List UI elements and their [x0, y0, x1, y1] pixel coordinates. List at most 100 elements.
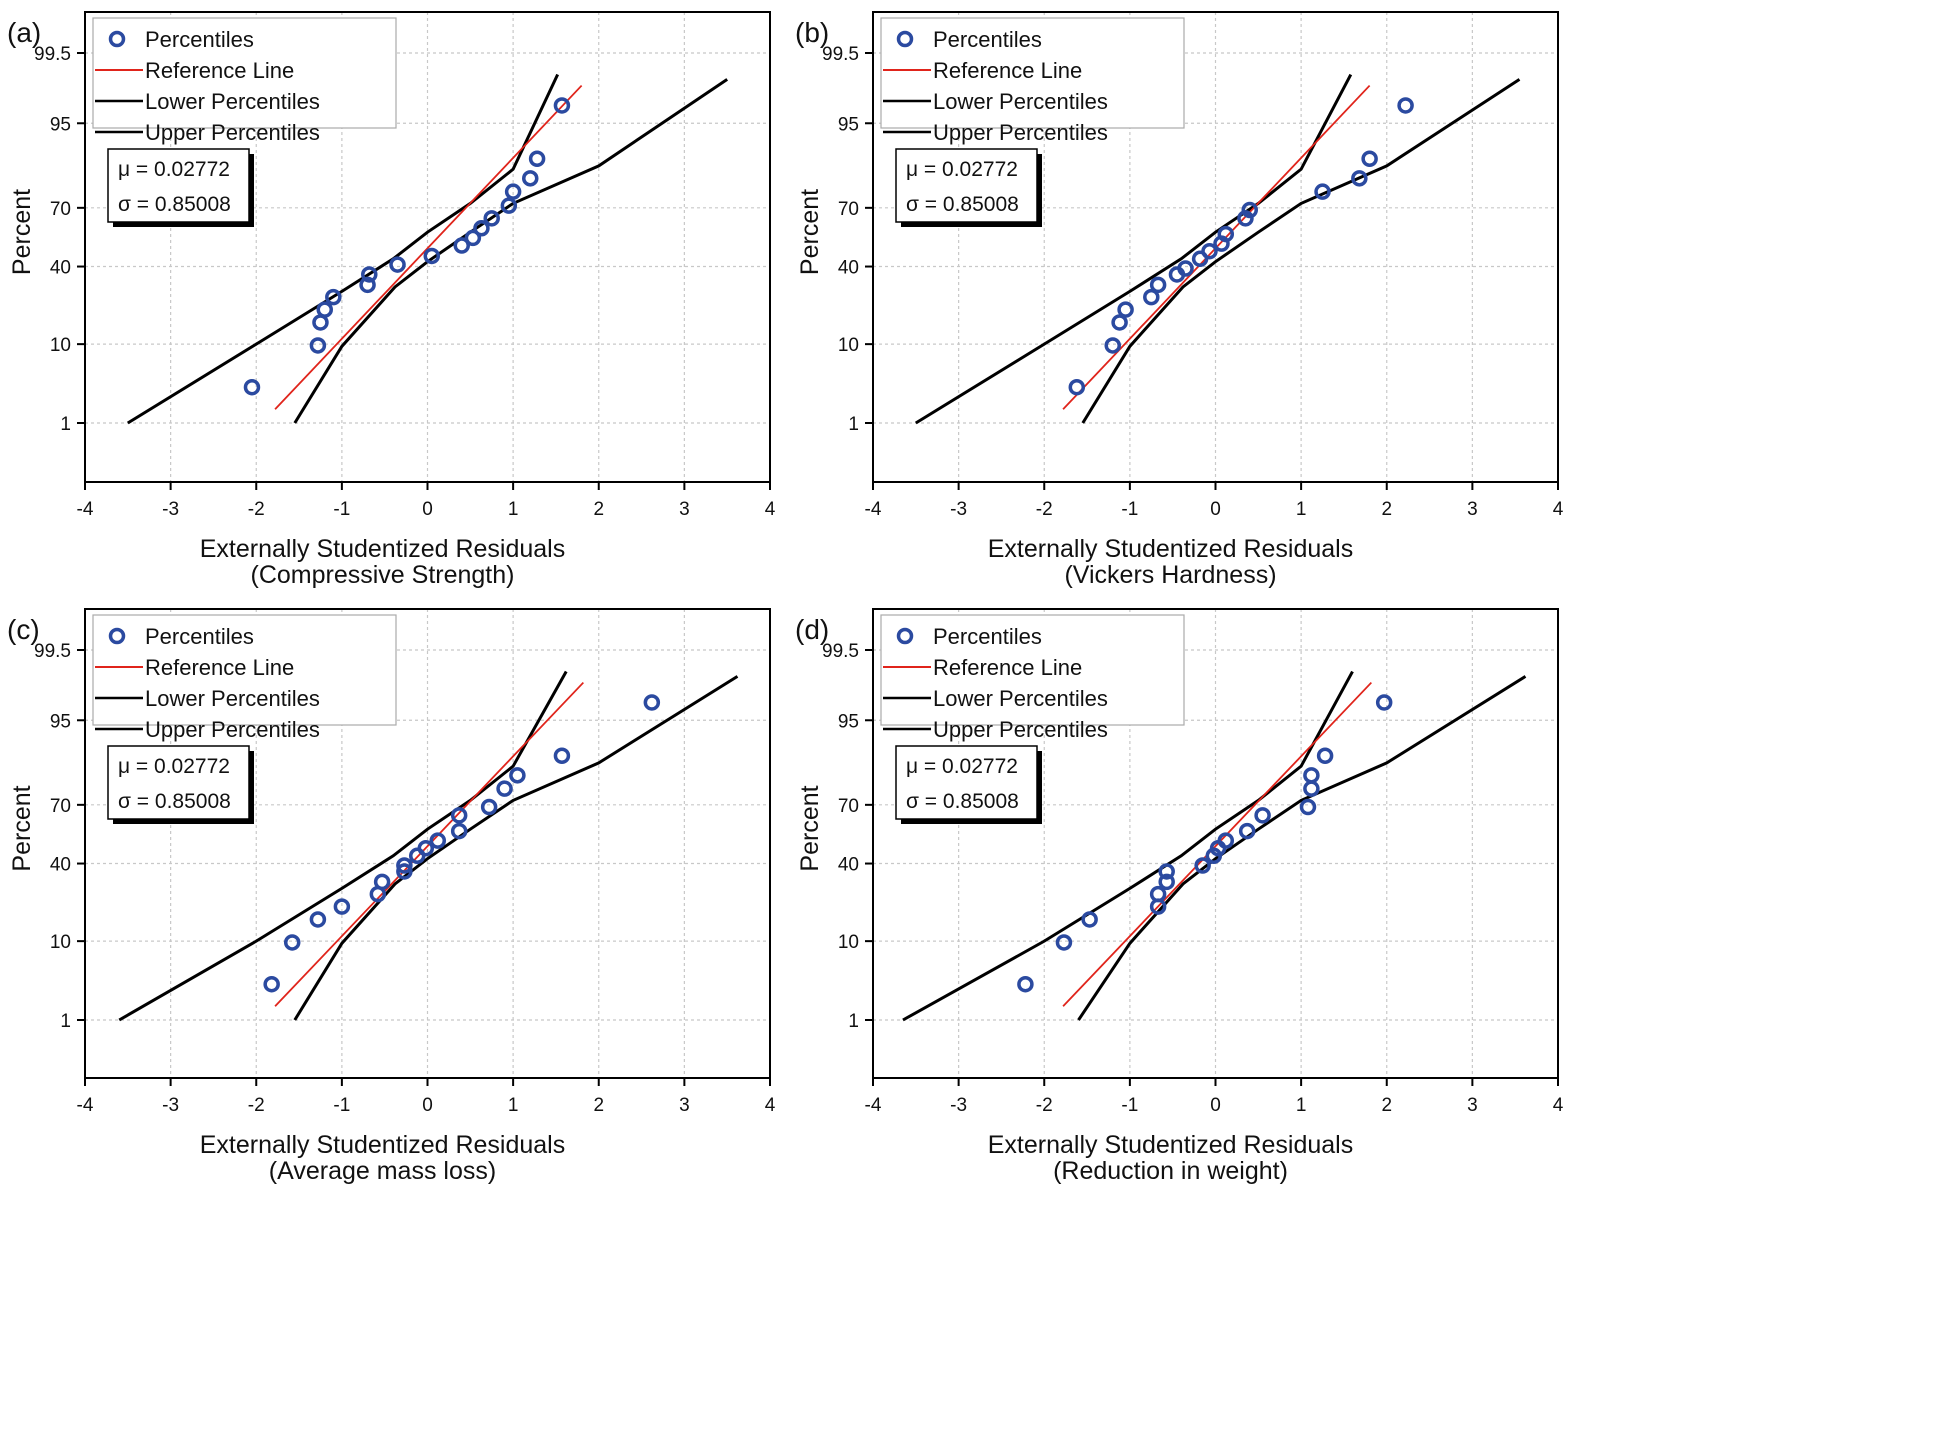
legend-box [880, 614, 1185, 726]
x-tick-label: -2 [1036, 499, 1053, 520]
lower-percentiles-line [293, 78, 729, 424]
y-tick-label: 70 [50, 796, 71, 817]
x-tick-label: 3 [679, 1095, 690, 1116]
percentile-point [464, 229, 482, 247]
percentile-point [309, 911, 327, 928]
upper-percentiles-line [127, 73, 560, 425]
x-tick-label: 4 [765, 499, 776, 520]
percentile-point [429, 832, 447, 849]
x-tick-label: 2 [1381, 1095, 1392, 1116]
x-tick-label: -2 [1036, 1095, 1053, 1116]
percentile-point [1375, 694, 1393, 711]
legend-box [92, 614, 397, 726]
y-tick-label: 95 [50, 711, 71, 732]
percentile-point [1303, 767, 1320, 784]
panel-label: (a) [7, 17, 41, 48]
lower-percentiles-line [1081, 78, 1521, 424]
percentile-point [643, 694, 661, 711]
x-axis-label-line1: Externally Studentized Residuals [988, 535, 1353, 563]
percentile-point [1237, 210, 1254, 227]
stats-box [895, 148, 1038, 223]
x-tick-label: 1 [508, 1095, 519, 1116]
x-tick-label: 2 [593, 499, 604, 520]
chart-panel-a: -4 -3 -2 -1 0 1 2 3 4 1 10 40 70 95 99.5 Externally Stu… [7, 11, 776, 589]
y-tick-label: 99.5 [34, 44, 71, 65]
x-axis-label-line2: (Vickers Hardness) [1064, 561, 1276, 589]
legend-label: Reference Line [145, 655, 294, 680]
x-tick-label: -4 [77, 499, 94, 520]
legend-label: Lower Percentiles [933, 686, 1108, 711]
percentile-point [1238, 822, 1256, 840]
percentile-point [263, 975, 280, 993]
x-tick-label: -2 [248, 1095, 265, 1116]
y-tick-label: 99.5 [34, 641, 71, 662]
upper-percentiles-line [902, 670, 1354, 1022]
percentile-point [1361, 150, 1378, 167]
legend-label: Lower Percentiles [145, 686, 320, 711]
chart-panel-c: -4 -3 -2 -1 0 1 2 3 4 1 10 40 70 95 99.5 Externally Stu… [7, 608, 776, 1185]
x-tick-label: 3 [1467, 1095, 1478, 1116]
percentile-point [1314, 183, 1331, 200]
percentile-point [1117, 301, 1134, 318]
x-tick-label: 0 [422, 499, 433, 520]
legend-label: Reference Line [145, 58, 294, 83]
percentile-point [423, 247, 441, 265]
stats-box [895, 745, 1038, 820]
stats-sigma: σ = 0.85008 [118, 193, 231, 216]
percentile-point [1081, 911, 1098, 928]
percentile-point [1111, 314, 1128, 331]
legend-label: Percentiles [933, 624, 1042, 649]
y-tick-label: 99.5 [822, 44, 859, 65]
percentile-point [1194, 857, 1211, 874]
percentile-point [1068, 378, 1086, 396]
y-tick-label: 99.5 [822, 641, 859, 662]
legend-label: Percentiles [145, 624, 254, 649]
legend-label: Percentiles [145, 27, 254, 52]
percentile-point [359, 276, 376, 294]
x-tick-label: 1 [1296, 1095, 1307, 1116]
y-tick-label: 1 [60, 1011, 71, 1032]
stats-sigma: σ = 0.85008 [906, 790, 1019, 813]
y-tick-label: 70 [838, 796, 859, 817]
percentile-point [553, 747, 571, 764]
percentile-point [553, 97, 571, 114]
stats-mean: μ = 0.02772 [906, 158, 1018, 181]
x-tick-label: 0 [1210, 1095, 1221, 1116]
percentile-point [509, 767, 526, 784]
percentile-point [396, 857, 413, 874]
percentile-point [325, 288, 342, 306]
percentile-point [417, 839, 435, 857]
legend-marker-percentiles [108, 627, 126, 645]
upper-percentiles-line [118, 670, 568, 1022]
x-tick-label: -2 [248, 499, 265, 520]
x-tick-label: -4 [865, 1095, 882, 1116]
y-tick-label: 10 [838, 335, 859, 356]
x-axis-label-line2: (Average mass loss) [269, 1157, 496, 1185]
x-tick-label: -3 [950, 1095, 967, 1116]
percentile-point [1241, 201, 1258, 219]
percentile-point [333, 898, 351, 915]
x-tick-label: 2 [1381, 499, 1392, 520]
percentile-point [283, 934, 301, 951]
y-axis-label: Percent [796, 785, 824, 871]
y-tick-label: 40 [838, 258, 859, 279]
percentile-point [243, 378, 261, 396]
x-tick-label: 4 [765, 1095, 776, 1116]
legend-label: Reference Line [933, 58, 1082, 83]
reference-line [1062, 681, 1372, 1007]
y-tick-label: 40 [50, 855, 71, 876]
y-axis-label: Percent [8, 189, 36, 275]
lower-percentiles-line [293, 675, 739, 1021]
percentile-point [389, 256, 406, 273]
percentile-point [480, 798, 498, 816]
percentile-point [316, 301, 333, 318]
percentile-point [1351, 170, 1368, 187]
percentile-point [396, 863, 413, 880]
percentile-point [1158, 863, 1175, 880]
x-axis-label-line1: Externally Studentized Residuals [200, 1131, 565, 1159]
percentile-point [1177, 260, 1194, 277]
legend-label: Upper Percentiles [145, 120, 320, 145]
y-tick-label: 95 [838, 114, 859, 135]
y-tick-label: 10 [50, 932, 71, 953]
legend-label: Percentiles [933, 27, 1042, 52]
